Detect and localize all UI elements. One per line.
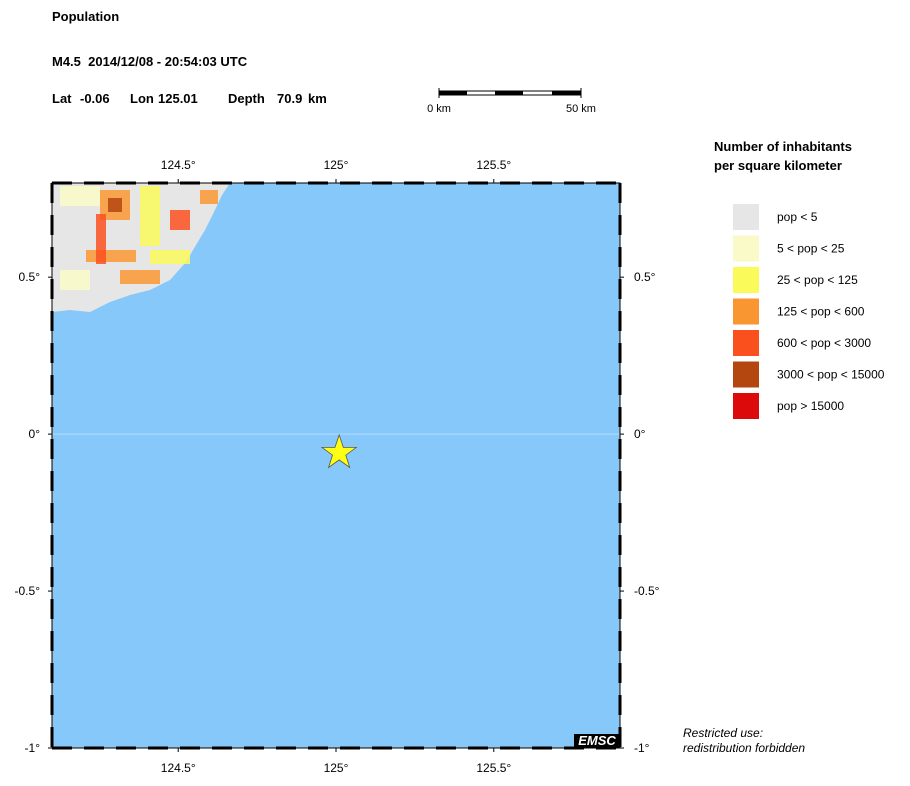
land xyxy=(52,183,230,312)
legend-label: 600 < pop < 3000 xyxy=(777,336,871,350)
x-tick-label: 125° xyxy=(324,761,349,775)
notice: redistribution forbidden xyxy=(683,741,805,755)
population-cell xyxy=(60,270,90,290)
lon-label: Lon xyxy=(130,91,154,106)
population-cell xyxy=(140,186,160,246)
legend-label: pop < 5 xyxy=(777,210,818,224)
population-cell xyxy=(60,186,100,206)
legend: Number of inhabitants per square kilomete… xyxy=(714,139,885,419)
legend-swatch xyxy=(733,393,759,419)
y-tick-label: -0.5° xyxy=(634,584,660,598)
legend-swatch xyxy=(733,330,759,356)
x-tick-label: 125.5° xyxy=(476,761,511,775)
population-cell xyxy=(150,250,190,264)
scale-start: 0 km xyxy=(427,103,451,115)
legend-swatch xyxy=(733,267,759,293)
legend-title: per square kilometer xyxy=(714,158,842,173)
epicenter xyxy=(320,433,358,469)
y-tick-label: 0.5° xyxy=(19,270,41,284)
logo: EMSC xyxy=(578,733,616,748)
y-tick-label: -1° xyxy=(634,741,650,755)
legend-swatch xyxy=(733,298,759,325)
population-cell xyxy=(108,198,122,212)
x-tick-label: 124.5° xyxy=(161,761,196,775)
legend-label: pop > 15000 xyxy=(777,399,844,413)
logo-bg xyxy=(574,734,620,748)
legend-title: Number of inhabitants xyxy=(714,139,852,154)
legend-label: 3000 < pop < 15000 xyxy=(777,368,885,382)
event-info: M4.5 2014/12/08 - 20:54:03 UTC xyxy=(52,54,248,69)
y-tick-label: 0° xyxy=(29,427,41,441)
legend-label: 5 < pop < 25 xyxy=(777,242,845,256)
legend-swatch xyxy=(733,235,759,262)
x-tick-label: 125.5° xyxy=(476,158,511,172)
legend-swatch xyxy=(733,361,759,388)
legend-label: 25 < pop < 125 xyxy=(777,273,858,287)
y-tick-label: -0.5° xyxy=(15,584,41,598)
depth-label: Depth xyxy=(228,91,265,106)
x-tick-label: 124.5° xyxy=(161,158,196,172)
legend-label: 125 < pop < 600 xyxy=(777,305,865,319)
population-cell xyxy=(86,250,136,262)
lat-label: Lat xyxy=(52,91,72,106)
depth-unit: km xyxy=(308,91,327,106)
population-cell xyxy=(96,214,106,264)
legend-swatch xyxy=(733,204,759,230)
y-tick-label: 0.5° xyxy=(634,270,656,284)
lon-value: 125.01 xyxy=(158,91,198,106)
population-cell xyxy=(200,190,218,204)
y-tick-label: 0° xyxy=(634,427,646,441)
depth-value: 70.9 xyxy=(277,91,302,106)
population-cell xyxy=(170,210,190,230)
notice: Restricted use: xyxy=(683,726,763,740)
title: Population xyxy=(52,9,119,24)
scale-end: 50 km xyxy=(566,103,596,115)
y-tick-label: -1° xyxy=(25,741,41,755)
population-cell xyxy=(120,270,160,284)
scale-bar xyxy=(438,88,582,98)
lat-value: -0.06 xyxy=(80,91,110,106)
x-tick-label: 125° xyxy=(324,158,349,172)
